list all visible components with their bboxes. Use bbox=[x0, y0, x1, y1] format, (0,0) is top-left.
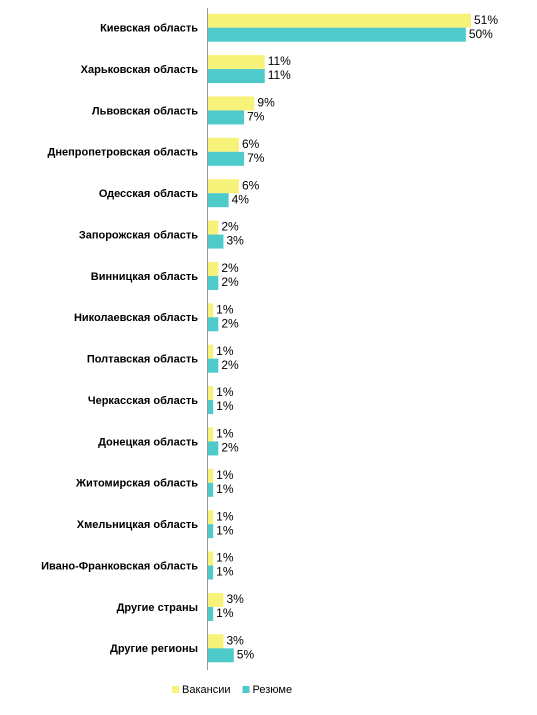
legend-label: Резюме bbox=[253, 684, 293, 696]
category-label: Харьковская область bbox=[81, 64, 199, 76]
value-label: 5% bbox=[237, 647, 255, 661]
bar bbox=[208, 344, 214, 359]
value-label: 7% bbox=[247, 110, 265, 124]
category-label: Донецкая область bbox=[98, 436, 198, 448]
bar bbox=[208, 551, 214, 566]
value-label: 1% bbox=[216, 551, 234, 565]
category-label: Житомирская область bbox=[75, 478, 198, 490]
value-label: 50% bbox=[469, 27, 493, 41]
value-label: 2% bbox=[221, 358, 239, 372]
bar bbox=[208, 482, 214, 497]
value-label: 11% bbox=[268, 68, 291, 82]
bar bbox=[208, 606, 214, 621]
value-label: 4% bbox=[232, 192, 250, 206]
bar bbox=[208, 69, 265, 84]
category-label: Ивано-Франковская область bbox=[41, 560, 198, 572]
bar bbox=[208, 565, 214, 580]
bar bbox=[208, 634, 224, 649]
bar bbox=[208, 427, 214, 442]
value-label: 51% bbox=[474, 13, 498, 27]
category-label: Николаевская область bbox=[74, 312, 198, 324]
bar bbox=[208, 27, 466, 42]
value-label: 1% bbox=[216, 565, 234, 579]
value-label: 1% bbox=[216, 344, 234, 358]
category-label: Львовская область bbox=[92, 105, 198, 117]
bar bbox=[208, 234, 224, 249]
value-label: 1% bbox=[216, 385, 234, 399]
value-label: 1% bbox=[216, 523, 234, 537]
bar bbox=[208, 275, 219, 290]
bar bbox=[208, 13, 471, 28]
bar bbox=[208, 524, 214, 539]
legend-swatch bbox=[242, 686, 250, 693]
category-label: Одесская область bbox=[99, 188, 198, 200]
category-label: Полтавская область bbox=[87, 354, 198, 366]
bar bbox=[208, 261, 219, 276]
value-label: 1% bbox=[216, 468, 234, 482]
value-label: 3% bbox=[226, 592, 244, 606]
bar bbox=[208, 303, 214, 318]
value-label: 11% bbox=[268, 54, 291, 68]
value-label: 1% bbox=[216, 399, 234, 413]
bar bbox=[208, 358, 219, 373]
bar bbox=[208, 386, 214, 401]
bar bbox=[208, 151, 245, 166]
bar bbox=[208, 55, 265, 70]
value-label: 2% bbox=[221, 316, 239, 330]
bar bbox=[208, 179, 239, 194]
bar bbox=[208, 96, 255, 111]
category-label: Киевская область bbox=[100, 23, 198, 35]
value-label: 1% bbox=[216, 509, 234, 523]
bar bbox=[208, 110, 245, 125]
legend-swatch bbox=[172, 686, 179, 693]
value-label: 1% bbox=[216, 482, 234, 496]
value-label: 2% bbox=[221, 441, 239, 455]
category-label: Днепропетровская область bbox=[48, 147, 199, 159]
value-label: 3% bbox=[226, 633, 244, 647]
bar bbox=[208, 137, 239, 152]
category-label: Хмельницкая область bbox=[77, 519, 198, 531]
value-label: 6% bbox=[242, 178, 260, 192]
bar bbox=[208, 441, 219, 456]
value-label: 2% bbox=[221, 261, 239, 275]
bar bbox=[208, 510, 214, 525]
value-label: 1% bbox=[216, 606, 234, 620]
category-label: Черкасская область bbox=[88, 395, 198, 407]
value-label: 6% bbox=[242, 137, 260, 151]
category-label: Запорожская область bbox=[79, 229, 198, 241]
value-label: 9% bbox=[257, 96, 275, 110]
value-label: 1% bbox=[216, 427, 234, 441]
value-label: 7% bbox=[247, 151, 265, 165]
bar bbox=[208, 193, 229, 208]
value-label: 2% bbox=[221, 220, 239, 234]
bar bbox=[208, 220, 219, 235]
value-label: 3% bbox=[226, 234, 244, 248]
legend-label: Вакансии bbox=[182, 684, 231, 696]
category-label: Другие регионы bbox=[110, 643, 198, 655]
bar bbox=[208, 317, 219, 332]
bar bbox=[208, 592, 224, 607]
value-label: 2% bbox=[221, 275, 239, 289]
category-label: Винницкая область bbox=[91, 271, 198, 283]
value-label: 1% bbox=[216, 302, 234, 316]
bar bbox=[208, 648, 234, 663]
bar bbox=[208, 400, 214, 415]
bar bbox=[208, 468, 214, 483]
category-label: Другие страны bbox=[117, 602, 198, 614]
